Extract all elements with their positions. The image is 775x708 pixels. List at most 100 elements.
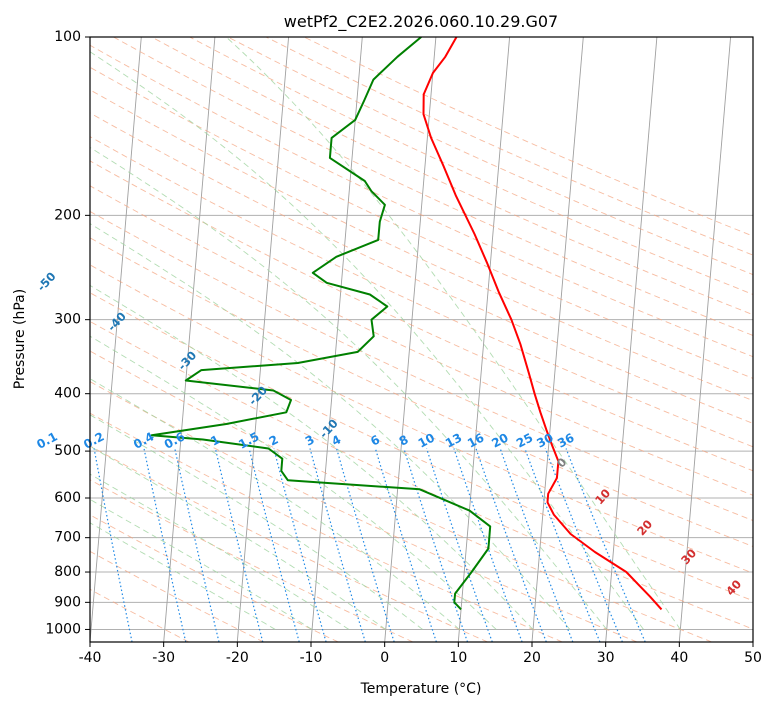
dry-adiabat-line xyxy=(189,37,753,295)
y-tick-label: 200 xyxy=(54,207,81,223)
dry-adiabat-line xyxy=(90,445,488,642)
x-tick-label: -30 xyxy=(152,650,175,666)
dry-adiabat-line xyxy=(90,412,563,642)
dewpoint-profile-line xyxy=(150,37,492,611)
plot-frame xyxy=(89,36,754,643)
x-tick-label: -10 xyxy=(300,650,323,666)
dry-adiabat-line xyxy=(90,350,712,642)
y-tick-label: 900 xyxy=(54,594,81,610)
y-tick-label: 100 xyxy=(54,29,81,45)
dry-adiabat-line xyxy=(90,89,753,402)
mixing-ratio-line xyxy=(93,448,133,642)
dry-adiabat-line xyxy=(90,66,753,379)
dry-adiabat-line xyxy=(90,112,753,424)
mixing-ratio-line xyxy=(565,448,646,642)
mixing-ratio-label: 10 xyxy=(416,430,437,450)
moist-adiabat-line xyxy=(90,473,350,630)
mixing-ratio-line xyxy=(453,448,523,642)
moist-adiabat-line xyxy=(90,223,571,630)
mixing-ratio-line xyxy=(248,448,300,642)
isotherm-label: -30 xyxy=(175,348,199,373)
mixing-ratio-line xyxy=(336,448,395,642)
mixing-ratio-line xyxy=(309,448,366,642)
y-axis-label: Pressure (hPa) xyxy=(12,289,28,389)
dry-adiabat-line xyxy=(113,37,753,336)
isotherm-line xyxy=(384,37,437,642)
y-tick-label: 300 xyxy=(54,312,81,328)
mixing-ratio-line xyxy=(524,448,601,642)
mixing-ratio-line xyxy=(273,448,327,642)
y-tick-label: 400 xyxy=(54,386,81,402)
y-tick-label: 700 xyxy=(54,530,81,546)
x-tick-label: 20 xyxy=(523,650,541,666)
isotherm-line xyxy=(90,37,142,642)
isotherm-line xyxy=(310,37,363,642)
moist-adiabat-line xyxy=(90,445,386,630)
mixing-ratio-line xyxy=(374,448,437,642)
x-tick-label: 40 xyxy=(670,650,688,666)
mixing-ratio-label: 1.5 xyxy=(236,429,261,451)
dry-adiabat-line xyxy=(90,264,753,574)
x-axis-label: Temperature (°C) xyxy=(360,681,482,697)
isotherm-label: -40 xyxy=(105,309,129,334)
x-tick-label: 30 xyxy=(597,650,615,666)
isotherm-line xyxy=(163,37,216,642)
dry-adiabat-line xyxy=(90,550,264,642)
mixing-ratio-label: 1 xyxy=(208,432,222,448)
x-tick-label: -40 xyxy=(79,650,102,666)
dry-adiabat-line xyxy=(90,210,753,522)
mixing-ratio-line xyxy=(475,448,547,642)
x-tick-label: 0 xyxy=(380,650,389,666)
mixing-ratio-label: 0.4 xyxy=(131,429,156,451)
isotherm-line xyxy=(236,37,290,642)
moist-adiabat-line xyxy=(90,378,460,630)
mixing-ratio-line xyxy=(143,448,187,642)
mixing-ratio-label: 8 xyxy=(397,432,411,448)
moist-adiabat-line xyxy=(90,51,644,630)
x-tick-label: 50 xyxy=(744,650,762,666)
isotherm-label: -50 xyxy=(34,269,58,294)
dry-adiabat-line xyxy=(90,44,753,358)
moist-adiabat-line xyxy=(90,522,276,630)
isotherm-line xyxy=(531,37,584,642)
dry-adiabat-line xyxy=(90,588,190,642)
mixing-ratio-line xyxy=(499,448,574,642)
mixing-ratio-label: 36 xyxy=(555,430,576,450)
mixing-ratio-line xyxy=(403,448,469,642)
mixing-ratio-label: 30 xyxy=(534,430,555,450)
mixing-ratio-line xyxy=(544,448,623,642)
dry-adiabat-label: 20 xyxy=(634,517,655,538)
mixing-ratio-label: 0.2 xyxy=(81,429,106,451)
isotherm-line xyxy=(457,37,511,642)
mixing-ratio-label: 3 xyxy=(303,432,317,448)
moist-adiabat-line xyxy=(90,146,608,630)
mixing-ratio-line xyxy=(174,448,220,642)
isotherm-line xyxy=(752,636,753,642)
x-tick-label: 10 xyxy=(449,650,467,666)
moist-adiabat-label: 0 xyxy=(554,455,570,471)
temperature-profile-line xyxy=(422,37,663,611)
dry-adiabat-label: 40 xyxy=(723,577,744,598)
mixing-ratio-label: 6 xyxy=(368,432,382,448)
y-tick-label: 1000 xyxy=(45,621,81,637)
y-tick-label: 500 xyxy=(54,443,81,459)
mixing-ratio-label: 13 xyxy=(443,430,464,450)
isotherm-line xyxy=(605,37,658,642)
mixing-ratio-label: 16 xyxy=(465,430,486,450)
chart-title: wetPf2_C2E2.2026.060.10.29.G07 xyxy=(284,12,558,32)
moist-adiabat-line xyxy=(90,284,534,630)
dry-adiabat-line xyxy=(90,292,753,602)
moist-adiabat-line xyxy=(90,498,313,630)
dry-adiabat-label: 30 xyxy=(678,546,699,567)
dry-adiabat-line xyxy=(90,514,339,642)
dry-adiabat-line xyxy=(90,320,753,630)
dry-adiabat-line xyxy=(90,160,753,472)
dry-adiabat-line xyxy=(90,185,753,496)
mixing-ratio-label: 20 xyxy=(489,430,510,450)
y-tick-label: 800 xyxy=(54,564,81,580)
mixing-ratio-line xyxy=(426,448,493,642)
x-tick-label: -20 xyxy=(226,650,249,666)
isotherm-line xyxy=(678,37,732,642)
mixing-ratio-label: 25 xyxy=(514,430,535,450)
